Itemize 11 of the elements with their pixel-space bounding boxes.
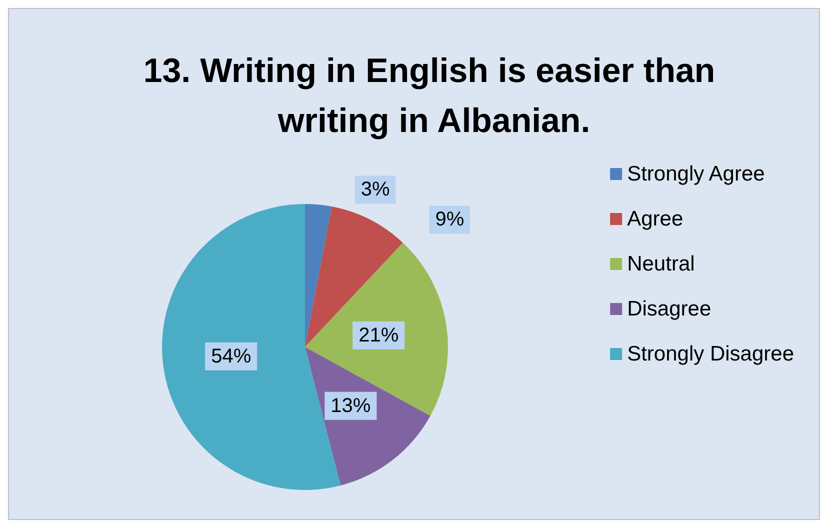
- data-label: 54%: [211, 345, 252, 368]
- data-label: 13%: [330, 394, 371, 417]
- legend-label: Strongly Agree: [627, 162, 765, 186]
- data-label: 3%: [360, 178, 390, 201]
- data-label: 9%: [435, 208, 464, 231]
- chart-title: 13. Writing in English is easier than writing in Albanian.: [143, 52, 725, 140]
- legend-label: Agree: [627, 208, 684, 230]
- legend-label: Strongly Disagree: [627, 342, 794, 366]
- legend-label: Neutral: [627, 252, 695, 276]
- legend-label: Disagree: [627, 298, 712, 320]
- data-label: 21%: [358, 324, 399, 346]
